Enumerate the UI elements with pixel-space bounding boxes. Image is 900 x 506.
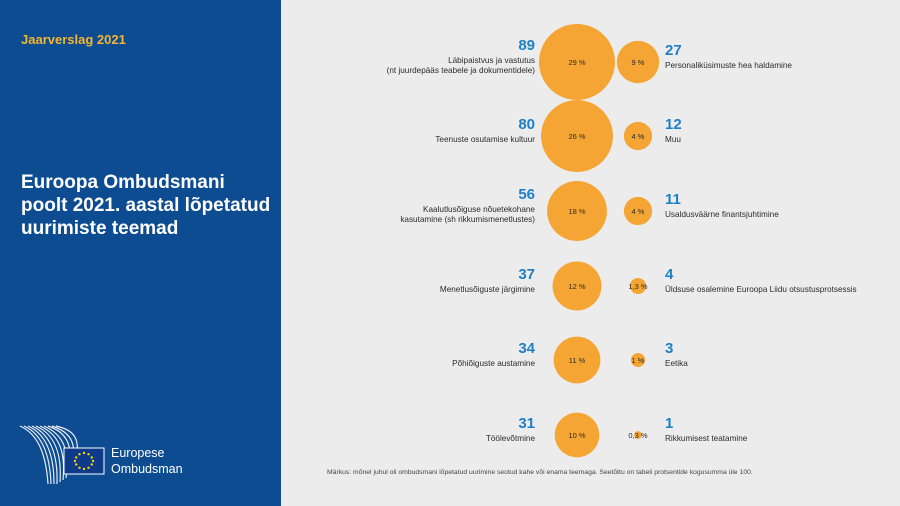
- left-bubble-label-3: 12 %: [568, 282, 585, 291]
- left-label-0: Läbipaistvus ja vastutus (nt juurdepääs t…: [315, 56, 535, 76]
- right-label-4: Eetika: [665, 359, 899, 369]
- right-label-line-1-0: Muu: [665, 135, 681, 144]
- left-bubble-label-2: 18 %: [568, 207, 585, 216]
- right-bubble-0: [616, 40, 660, 84]
- left-label-line-4-0: Põhiõiguste austamine: [452, 359, 535, 368]
- right-count-1: 12: [665, 116, 682, 133]
- left-label-line-2-0: Kaalutlusõiguse nõuetekohane: [423, 205, 535, 214]
- logo-text: Europese Ombudsman: [111, 445, 183, 477]
- eu-stars-icon: [73, 451, 95, 471]
- right-label-line-4-0: Eetika: [665, 359, 688, 368]
- logo-line1: Europese: [111, 446, 165, 460]
- left-label-line-3-0: Menetlusõiguste järgimine: [439, 285, 535, 294]
- right-bubble-label-3: 1,3 %: [628, 282, 648, 291]
- right-count-3: 4: [665, 266, 674, 283]
- right-bubble-2: [623, 196, 653, 226]
- right-label-line-3-0: Üldsuse osalemine Euroopa Liidu otsustus…: [665, 285, 857, 294]
- left-label-line-2-1: kasutamine (sh rikkumismenetlustes): [400, 215, 535, 224]
- right-label-line-0-0: Personaliküsimuste hea haldamine: [665, 61, 792, 70]
- right-bubble-label-1: 4 %: [632, 132, 645, 141]
- left-count-5: 31: [518, 415, 535, 432]
- right-label-3: Üldsuse osalemine Euroopa Liidu otsustus…: [665, 285, 899, 295]
- left-label-line-0-0: Läbipaistvus ja vastutus: [448, 56, 535, 65]
- left-label-line-0-1: (nt juurdepääs teabele ja dokumentidele): [386, 66, 535, 75]
- left-label-2: Kaalutlusõiguse nõuetekohane kasutamine (…: [315, 205, 535, 225]
- left-bubble-label-1: 26 %: [568, 132, 585, 141]
- right-bubble-5: [634, 431, 642, 439]
- right-count-2: 11: [665, 191, 681, 208]
- left-label-1: Teenuste osutamise kultuur: [315, 135, 535, 145]
- right-bubble-1: [623, 121, 653, 151]
- right-count-0: 27: [665, 42, 682, 59]
- bubble-chart: 29 % 26 % 18 % 12 % 11 % 10 % 9 % 4 % 4 % 1,3 % 1 …: [281, 0, 900, 506]
- right-bubble-4: [630, 352, 646, 368]
- left-count-1: 80: [518, 116, 535, 133]
- left-label-5: Töölevõtmine: [315, 434, 535, 444]
- left-bubble-label-0: 29 %: [568, 58, 585, 67]
- right-count-5: 1: [665, 415, 674, 432]
- right-label-2: Usaldusväärne finantsjuhtimine: [665, 210, 899, 220]
- left-bubble-label-5: 10 %: [568, 431, 585, 440]
- right-label-1: Muu: [665, 135, 899, 145]
- logo-line2: Ombudsman: [111, 462, 183, 476]
- left-count-0: 89: [518, 37, 535, 54]
- right-bubble-3: [629, 277, 647, 295]
- left-label-line-5-0: Töölevõtmine: [485, 434, 535, 443]
- right-bubble-label-4: 1 %: [632, 356, 645, 365]
- right-label-line-5-0: Rikkumisest teatamine: [665, 434, 748, 443]
- left-count-4: 34: [518, 340, 535, 357]
- left-bubble-3: [552, 261, 602, 311]
- left-count-2: 56: [518, 186, 535, 203]
- page-title: Euroopa Ombudsmani poolt 2021. aastal lõ…: [21, 172, 271, 239]
- left-label-3: Menetlusõiguste järgimine: [315, 285, 535, 295]
- left-count-3: 37: [518, 266, 535, 283]
- right-count-4: 3: [665, 340, 674, 357]
- ombudsman-logo: [19, 425, 105, 485]
- footnote: Märkus: mõnel juhul oli ombudsmani lõpet…: [327, 469, 753, 476]
- report-label: Jaarverslag 2021: [21, 32, 126, 47]
- left-panel: Jaarverslag 2021 Euroopa Ombudsmani pool…: [0, 0, 281, 506]
- right-bubble-label-5: 0,3 %: [628, 431, 648, 440]
- right-label-5: Rikkumisest teatamine: [665, 434, 899, 444]
- right-label-line-2-0: Usaldusväärne finantsjuhtimine: [665, 210, 779, 219]
- left-label-line-1-0: Teenuste osutamise kultuur: [435, 135, 535, 144]
- left-bubble-0: [539, 24, 615, 100]
- left-bubble-2: [547, 181, 607, 241]
- left-bubble-5: [554, 412, 600, 458]
- bubble-layer: 29 % 26 % 18 % 12 % 11 % 10 % 9 % 4 % 4 % 1,3 % 1 …: [539, 24, 660, 458]
- left-bubble-1: [541, 100, 613, 172]
- left-bubble-4: [553, 336, 601, 384]
- right-bubble-label-0: 9 %: [632, 58, 645, 67]
- left-label-4: Põhiõiguste austamine: [315, 359, 535, 369]
- right-label-0: Personaliküsimuste hea haldamine: [665, 61, 899, 71]
- right-bubble-label-2: 4 %: [632, 207, 645, 216]
- left-bubble-label-4: 11 %: [569, 356, 586, 365]
